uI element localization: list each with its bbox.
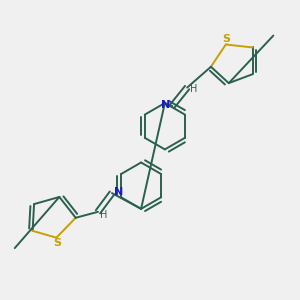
Text: S: S: [53, 238, 61, 248]
Text: H: H: [100, 210, 108, 220]
Text: N: N: [161, 100, 170, 110]
Text: N: N: [114, 187, 123, 196]
Text: H: H: [190, 84, 197, 94]
Text: S: S: [223, 34, 231, 44]
